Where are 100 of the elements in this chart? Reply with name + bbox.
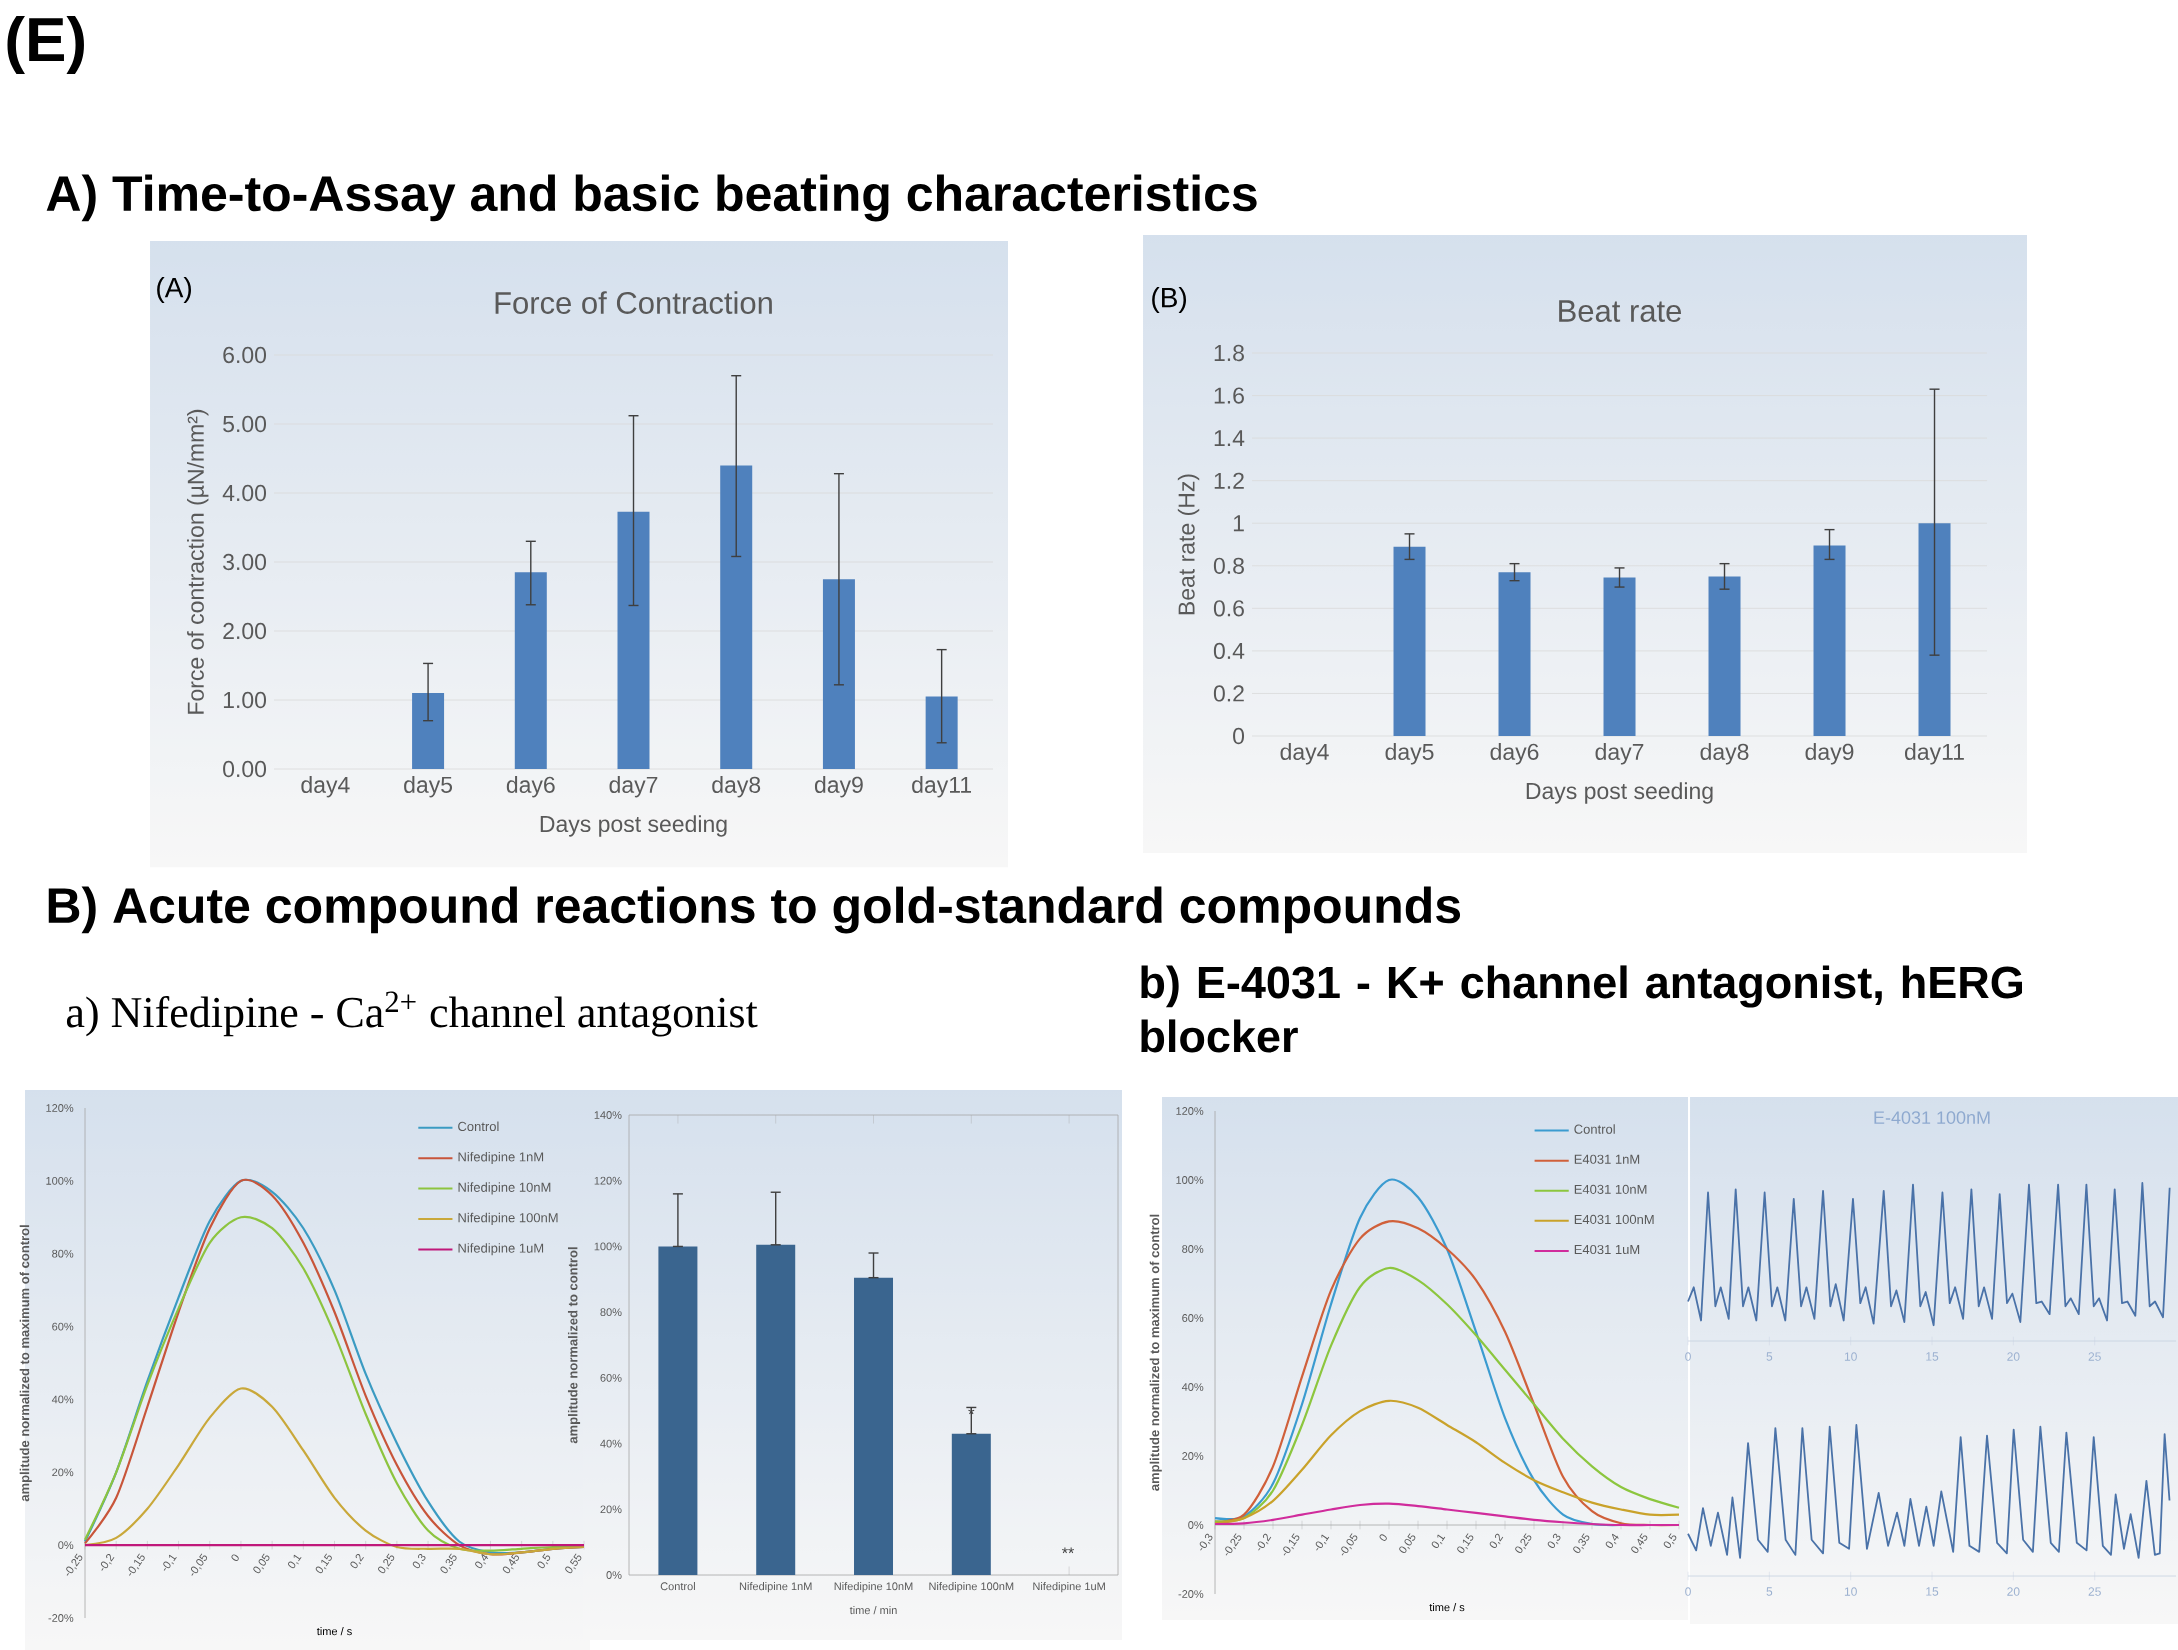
y-tick-label: 60% [1182, 1314, 1204, 1322]
y-tick-label: 60% [600, 1373, 622, 1382]
bar [514, 572, 547, 769]
bar [1393, 546, 1426, 737]
text: A) Time-to-Assay and basic beating characteristics [46, 174, 1257, 222]
y-tick-label: -20% [48, 1614, 74, 1622]
x-tick-label: day6 [506, 776, 555, 798]
y-tick-label: 120% [594, 1176, 622, 1185]
x-tick-label: 10 [1844, 1352, 1857, 1361]
annotation: ** [1062, 1547, 1074, 1554]
y-tick-label: 0% [58, 1541, 74, 1550]
bar [854, 1277, 894, 1576]
legend-label: Nifedipine 1nM [458, 1151, 544, 1165]
chart-title: Beat rate [1559, 300, 1682, 322]
x-tick-label: 5 [1766, 1352, 1773, 1361]
line-series [1213, 1399, 1681, 1525]
chart-title: Force of Contraction [495, 291, 772, 314]
x-tick-label: 20 [2007, 1587, 2020, 1596]
x-tick-label: day7 [1595, 743, 1644, 765]
x-tick-label: 0,2 [1489, 1533, 1504, 1549]
line-series [1213, 1502, 1681, 1527]
x-tick-label: Nifedipine 1nM [739, 1582, 812, 1593]
x-axis-title: time / min [849, 1606, 897, 1615]
legend-label: Control [458, 1121, 499, 1132]
y-tick-label: 80% [600, 1308, 622, 1317]
x-tick-label: 5 [1766, 1587, 1773, 1596]
legend-label: Nifedipine 10nM [458, 1182, 551, 1195]
y-tick-label: 20% [1182, 1452, 1204, 1460]
y-tick-label: 0.6 [1213, 600, 1244, 617]
x-tick-label: 0 [1685, 1587, 1691, 1596]
x-tick-label: 15 [1926, 1587, 1939, 1596]
bar [1813, 545, 1846, 737]
x-tick-label: day5 [404, 776, 453, 798]
y-tick-label: 1.2 [1214, 472, 1244, 489]
x-tick-label: 0,5 [537, 1553, 551, 1569]
x-tick-label: 20 [2007, 1352, 2020, 1361]
x-tick-label: -0,2 [1257, 1533, 1272, 1551]
y-tick-label: 6.00 [223, 346, 267, 364]
y-axis-title: amplitude normalized to control [567, 1247, 581, 1444]
x-tick-label: Control [660, 1582, 695, 1591]
y-tick-label: 100% [1176, 1176, 1204, 1184]
y-tick-label: 0.00 [223, 760, 267, 778]
legend-label: E4031 1uM [1574, 1244, 1640, 1255]
x-tick-label: 0,3 [1547, 1533, 1561, 1549]
text: (B) [1152, 286, 1187, 314]
bar [822, 579, 855, 769]
bar [1498, 572, 1531, 737]
x-axis-title: Days post seeding [540, 815, 727, 837]
y-tick-label: 0.8 [1213, 557, 1244, 574]
x-tick-label: 0,1 [288, 1554, 302, 1569]
bar [951, 1433, 991, 1576]
x-tick-label: 0,2 [350, 1553, 364, 1569]
x-tick-label: -0,1 [163, 1554, 177, 1571]
bar [1603, 577, 1636, 737]
y-tick-label: 2.00 [223, 622, 267, 640]
y-tick-label: 20% [600, 1505, 622, 1514]
y-tick-label: 140% [594, 1111, 622, 1119]
y-tick-label: 1.00 [223, 691, 267, 709]
x-tick-label: 25 [2088, 1352, 2101, 1361]
text: (E) [7, 16, 84, 74]
y-tick-label: 40% [51, 1395, 74, 1404]
legend-label: E4031 10nM [1574, 1184, 1647, 1194]
x-axis-title: time / s [1429, 1603, 1465, 1612]
y-tick-label: 1 [1233, 515, 1244, 532]
y-tick-label: 100% [594, 1242, 622, 1251]
x-tick-label: Nifedipine 100nM [929, 1582, 1014, 1593]
bar [756, 1244, 796, 1576]
x-tick-label: day6 [1490, 743, 1539, 765]
y-tick-label: 40% [1181, 1383, 1204, 1391]
y-axis-title: amplitude normalized to maximum of control [1149, 1214, 1162, 1491]
text: (A) [157, 276, 191, 304]
y-tick-label: 1.6 [1214, 387, 1244, 404]
y-tick-label: 120% [1176, 1107, 1204, 1115]
bar [1918, 523, 1951, 737]
legend-label: Nifedipine 1uM [458, 1243, 544, 1256]
y-tick-label: -20% [1178, 1590, 1204, 1598]
x-tick-label: 0,4 [1605, 1533, 1619, 1549]
legend-label: Control [1574, 1124, 1615, 1134]
x-axis-title: Days post seeding [1526, 782, 1713, 804]
y-tick-label: 60% [52, 1322, 74, 1331]
x-tick-label: 0,4 [475, 1553, 489, 1569]
x-tick-label: day7 [609, 776, 658, 798]
x-tick-label: 0 [1685, 1352, 1691, 1361]
y-tick-label: 5.00 [223, 415, 267, 433]
y-tick-label: 1.4 [1214, 430, 1245, 447]
x-tick-label: day9 [1805, 743, 1854, 765]
y-axis-title: Beat rate (Hz) [1177, 474, 1200, 615]
x-tick-label: day4 [1280, 743, 1329, 765]
x-tick-label: day8 [1700, 743, 1749, 765]
x-tick-label: 10 [1844, 1587, 1857, 1596]
bar [412, 693, 445, 769]
x-tick-label: 25 [2088, 1587, 2101, 1596]
x-tick-label: 15 [1926, 1352, 1939, 1361]
legend-label: E4031 1nM [1574, 1154, 1640, 1164]
bar [925, 696, 958, 769]
y-tick-label: 1.8 [1214, 344, 1244, 362]
bar [658, 1246, 698, 1576]
y-tick-label: 100% [46, 1176, 74, 1185]
text: B) Acute compound reactions to gold-standard compounds [48, 886, 1461, 934]
y-tick-label: 120% [46, 1104, 74, 1112]
